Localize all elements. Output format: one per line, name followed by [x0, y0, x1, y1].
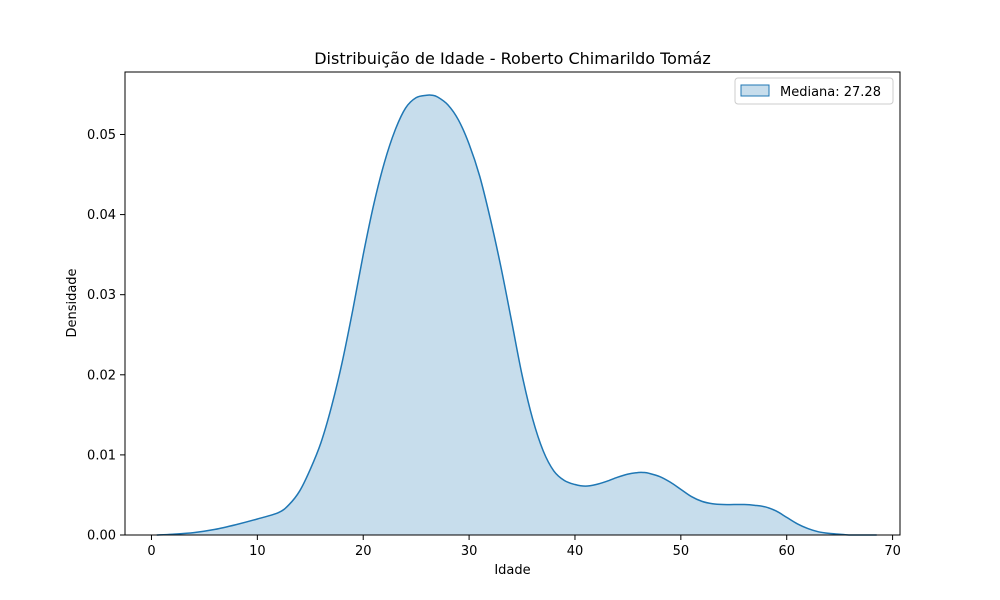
y-tick-label: 0.05 [87, 128, 116, 143]
x-tick-label: 50 [673, 544, 690, 559]
y-axis-label: Densidade [65, 268, 80, 337]
y-tick-label: 0.01 [87, 448, 116, 463]
legend-frame [734, 77, 894, 105]
x-tick-label: 10 [249, 544, 266, 559]
axes: 0 10 20 30 40 50 60 70 0.00 0.01 0.02 0.03 0.04 0.05 [87, 71, 901, 559]
x-tick-label: 70 [884, 544, 901, 559]
legend: Mediana: 27.28 [734, 77, 894, 105]
density-line [156, 94, 877, 536]
density-area [156, 94, 877, 536]
y-tick-label: 0.03 [87, 288, 116, 303]
x-axis-label: Idade [494, 563, 530, 578]
x-tick-label: 60 [778, 544, 795, 559]
x-tick-label: 0 [147, 544, 155, 559]
plot-area [156, 94, 877, 536]
axes-frame [124, 71, 901, 536]
y-tick-label: 0.04 [87, 208, 116, 223]
legend-label: Mediana: 27.28 [780, 85, 881, 100]
x-tick-label: 40 [567, 544, 584, 559]
y-tick-label: 0.00 [87, 529, 116, 544]
legend-swatch [740, 84, 770, 97]
chart-title: Distribuição de Idade - Roberto Chimaril… [314, 49, 711, 68]
x-tick-label: 30 [461, 544, 478, 559]
y-tick-label: 0.02 [87, 368, 116, 383]
x-tick-label: 20 [355, 544, 372, 559]
